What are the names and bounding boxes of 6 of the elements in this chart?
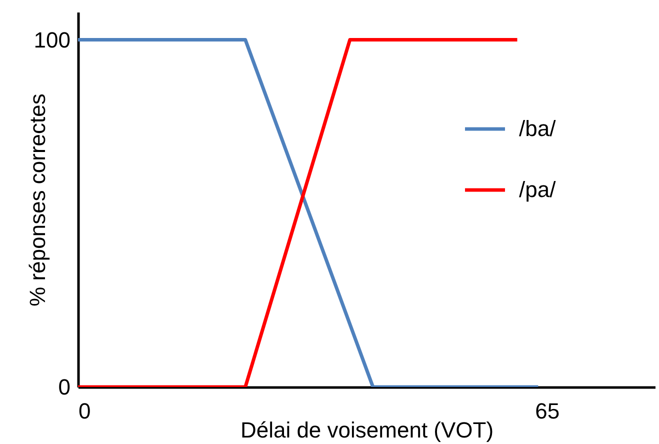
y-tick-label: 100 xyxy=(34,27,70,52)
x-tick-label: 65 xyxy=(535,398,560,424)
legend-label: /pa/ xyxy=(519,177,557,202)
x-axis-title: Délai de voisement (VOT) xyxy=(240,418,494,442)
legend-label: /ba/ xyxy=(519,116,557,141)
y-axis-title: % réponses correctes xyxy=(24,94,50,306)
